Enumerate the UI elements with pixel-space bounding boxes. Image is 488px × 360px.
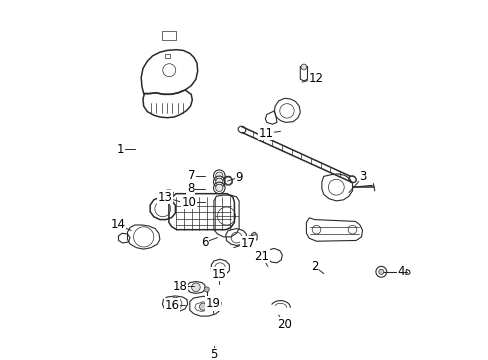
Text: 21: 21 xyxy=(254,250,269,263)
Text: 20: 20 xyxy=(276,318,291,330)
Text: 7: 7 xyxy=(187,169,195,182)
Text: 12: 12 xyxy=(308,72,324,85)
Circle shape xyxy=(215,172,223,179)
Circle shape xyxy=(301,64,306,70)
Text: 11: 11 xyxy=(258,127,273,140)
Circle shape xyxy=(199,303,206,310)
Text: 13: 13 xyxy=(158,191,172,204)
Text: 10: 10 xyxy=(182,196,197,209)
Text: 2: 2 xyxy=(310,260,318,273)
Circle shape xyxy=(215,184,223,192)
Text: 19: 19 xyxy=(205,297,220,310)
Text: 3: 3 xyxy=(359,170,366,183)
Text: 16: 16 xyxy=(164,299,179,312)
Circle shape xyxy=(191,283,200,292)
Text: 18: 18 xyxy=(172,280,187,293)
Text: 14: 14 xyxy=(110,219,125,231)
Text: 1: 1 xyxy=(116,143,124,156)
Text: 9: 9 xyxy=(235,171,243,184)
Text: 6: 6 xyxy=(201,236,208,249)
Text: 17: 17 xyxy=(240,237,255,249)
Text: 4: 4 xyxy=(397,265,404,278)
Text: 5: 5 xyxy=(210,348,217,360)
Circle shape xyxy=(204,287,209,292)
Text: 15: 15 xyxy=(211,268,226,281)
Circle shape xyxy=(215,178,223,185)
Circle shape xyxy=(378,269,383,274)
Text: 8: 8 xyxy=(186,183,194,195)
